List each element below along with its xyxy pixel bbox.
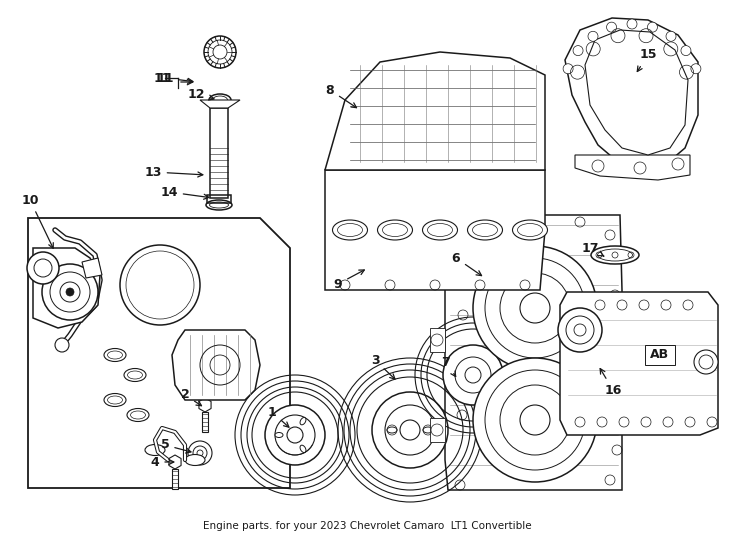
Text: 6: 6 — [451, 252, 482, 275]
Polygon shape — [200, 100, 240, 108]
Text: 10: 10 — [21, 193, 54, 248]
Ellipse shape — [104, 394, 126, 407]
Polygon shape — [430, 328, 445, 352]
Ellipse shape — [591, 246, 639, 264]
Text: AB: AB — [650, 348, 669, 361]
Text: 11: 11 — [156, 71, 193, 84]
Circle shape — [42, 264, 98, 320]
Circle shape — [473, 246, 597, 370]
Circle shape — [55, 338, 69, 352]
Polygon shape — [169, 455, 181, 469]
Circle shape — [66, 288, 74, 296]
Circle shape — [27, 252, 59, 284]
Circle shape — [666, 31, 676, 41]
Circle shape — [520, 405, 550, 435]
Ellipse shape — [387, 427, 397, 433]
Circle shape — [606, 22, 617, 32]
Polygon shape — [585, 30, 688, 155]
Text: 17: 17 — [581, 241, 604, 256]
Circle shape — [573, 45, 583, 56]
Text: 1: 1 — [268, 406, 289, 427]
Circle shape — [691, 64, 701, 74]
Ellipse shape — [468, 220, 503, 240]
Circle shape — [443, 345, 503, 405]
Text: 7: 7 — [442, 355, 456, 376]
Bar — [645, 345, 675, 365]
Ellipse shape — [104, 348, 126, 361]
Polygon shape — [430, 418, 445, 442]
Polygon shape — [325, 52, 545, 170]
Text: 4: 4 — [150, 456, 174, 469]
Polygon shape — [445, 215, 622, 490]
Circle shape — [372, 392, 448, 468]
Polygon shape — [325, 170, 545, 290]
Ellipse shape — [423, 220, 457, 240]
Ellipse shape — [185, 455, 205, 465]
Text: Engine parts. for your 2023 Chevrolet Camaro  LT1 Convertible: Engine parts. for your 2023 Chevrolet Ca… — [203, 521, 531, 531]
Circle shape — [588, 31, 598, 41]
Text: 12: 12 — [187, 87, 214, 100]
Polygon shape — [33, 248, 100, 328]
Text: 8: 8 — [326, 84, 357, 107]
Bar — [210, 108, 228, 198]
Text: 5: 5 — [161, 438, 191, 453]
Ellipse shape — [423, 427, 433, 433]
Circle shape — [473, 358, 597, 482]
Circle shape — [647, 22, 658, 32]
Polygon shape — [560, 292, 718, 435]
Polygon shape — [430, 238, 445, 262]
Text: 11: 11 — [153, 71, 171, 84]
Ellipse shape — [145, 444, 165, 456]
Bar — [172, 469, 178, 489]
Ellipse shape — [300, 417, 306, 425]
Text: 15: 15 — [637, 49, 657, 71]
Circle shape — [400, 420, 420, 440]
Ellipse shape — [377, 220, 413, 240]
Circle shape — [694, 350, 718, 374]
Circle shape — [188, 441, 212, 465]
Circle shape — [287, 427, 303, 443]
Polygon shape — [565, 18, 698, 170]
Ellipse shape — [275, 433, 283, 437]
Circle shape — [265, 405, 325, 465]
Polygon shape — [575, 155, 690, 180]
Text: 2: 2 — [181, 388, 202, 406]
Circle shape — [627, 19, 637, 29]
Text: 16: 16 — [600, 369, 622, 396]
Circle shape — [520, 293, 550, 323]
Text: 14: 14 — [160, 186, 209, 199]
Ellipse shape — [124, 368, 146, 381]
Text: 13: 13 — [145, 165, 203, 179]
Polygon shape — [199, 398, 211, 412]
Text: 3: 3 — [371, 354, 395, 379]
Ellipse shape — [333, 220, 368, 240]
Polygon shape — [172, 330, 260, 400]
Ellipse shape — [512, 220, 548, 240]
Text: 9: 9 — [334, 270, 364, 291]
Circle shape — [563, 64, 573, 74]
Ellipse shape — [127, 408, 149, 422]
Bar — [202, 412, 208, 432]
Polygon shape — [82, 258, 102, 278]
Circle shape — [681, 45, 691, 56]
Ellipse shape — [300, 445, 306, 453]
Bar — [207, 195, 231, 203]
Circle shape — [558, 308, 602, 352]
